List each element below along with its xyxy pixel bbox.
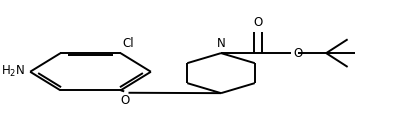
Text: O: O	[293, 47, 302, 60]
Text: N: N	[217, 37, 225, 50]
Text: O: O	[120, 94, 129, 107]
Text: H$_2$N: H$_2$N	[1, 64, 25, 79]
Text: O: O	[253, 16, 263, 29]
Text: Cl: Cl	[123, 37, 134, 50]
